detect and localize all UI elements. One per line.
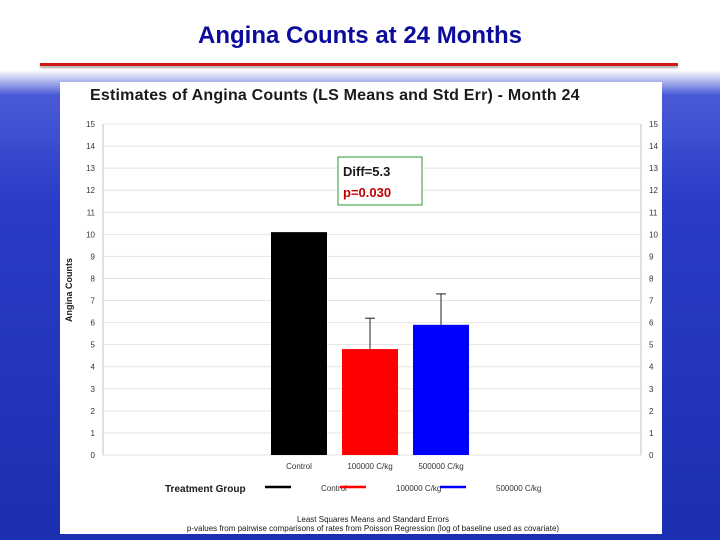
- annotation-box: Diff=5.3 p=0.030: [337, 156, 423, 206]
- gridlines: [103, 123, 641, 456]
- y-tick-label-left: 3: [91, 385, 96, 394]
- error-bars: [365, 293, 446, 350]
- y-tick-label-right: 7: [649, 297, 654, 306]
- y-tick-label-right: 14: [649, 142, 658, 151]
- y-tick-label-left: 5: [91, 341, 96, 350]
- x-axis-tick-labels: Control 100000 C/kg 500000 C/kg: [286, 462, 464, 471]
- footnote-1: Least Squares Means and Standard Errors: [297, 515, 449, 524]
- footnote-2: p-values from pairwise comparisons of ra…: [187, 524, 560, 533]
- y-tick-label-right: 13: [649, 164, 658, 173]
- x-tick-label: 500000 C/kg: [418, 462, 463, 471]
- bar-0: [271, 232, 327, 455]
- y-tick-label-left: 11: [87, 208, 96, 217]
- y-tick-label-right: 10: [649, 230, 658, 239]
- y-axis-label: Angina Counts: [64, 258, 74, 322]
- y-tick-label-left: 0: [91, 451, 96, 460]
- y-tick-label-right: 5: [649, 341, 654, 350]
- y-tick-label-left: 4: [91, 363, 96, 372]
- y-tick-label-right: 3: [649, 385, 654, 394]
- annotation-diff: Diff=5.3: [343, 164, 390, 179]
- y-tick-label-right: 9: [649, 252, 654, 261]
- y-tick-label-right: 11: [649, 208, 658, 217]
- legend-label: 100000 C/kg: [396, 484, 441, 493]
- x-tick-label: 100000 C/kg: [347, 462, 392, 471]
- y-tick-label-left: 13: [86, 164, 95, 173]
- title-divider: [40, 63, 678, 66]
- y-tick-label-left: 7: [91, 297, 96, 306]
- bar-1: [342, 349, 398, 455]
- y-tick-label-left: 15: [86, 120, 95, 129]
- legend-label: 500000 C/kg: [496, 484, 541, 493]
- bars: [271, 232, 469, 455]
- annotation-p-value: p=0.030: [343, 185, 391, 200]
- y-tick-label-right: 4: [649, 363, 654, 372]
- y-tick-label-right: 0: [649, 451, 654, 460]
- y-tick-label-left: 2: [91, 407, 96, 416]
- y-tick-label-left: 10: [86, 230, 95, 239]
- y-tick-label-right: 2: [649, 407, 654, 416]
- y-tick-label-left: 9: [91, 252, 96, 261]
- legend: Control 100000 C/kg 500000 C/kg: [265, 484, 541, 493]
- y-tick-label-left: 1: [91, 429, 96, 438]
- y-tick-label-left: 12: [86, 186, 95, 195]
- y-tick-label-left: 8: [91, 274, 96, 283]
- chart-title: Estimates of Angina Counts (LS Means and…: [90, 87, 580, 104]
- chart-panel: Estimates of Angina Counts (LS Means and…: [60, 82, 662, 534]
- y-tick-label-left: 14: [86, 142, 95, 151]
- y-tick-label-right: 15: [649, 120, 658, 129]
- y-tick-label-right: 1: [649, 429, 654, 438]
- y-tick-label-right: 6: [649, 319, 654, 328]
- legend-label: Control: [321, 484, 347, 493]
- y-tick-label-right: 8: [649, 274, 654, 283]
- y-tick-label-left: 6: [91, 319, 96, 328]
- bar-2: [413, 324, 469, 455]
- legend-title: Treatment Group: [165, 484, 246, 495]
- slide-title: Angina Counts at 24 Months: [198, 22, 522, 49]
- y-tick-label-right: 12: [649, 186, 658, 195]
- x-tick-label: Control: [286, 462, 312, 471]
